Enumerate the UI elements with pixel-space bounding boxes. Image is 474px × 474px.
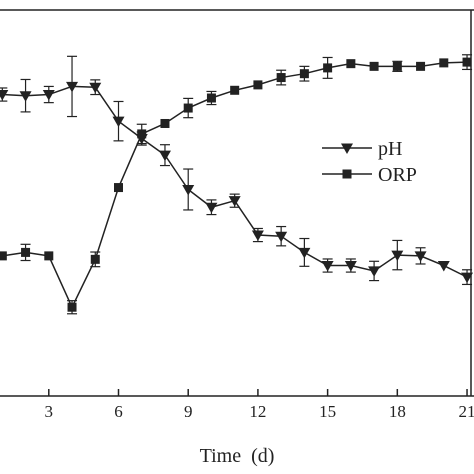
orp-point [183,103,193,113]
series-layer [0,54,474,315]
x-tick-label: 21 [459,402,474,421]
orp-point [90,254,100,264]
ph-point [368,266,381,277]
orp-point [44,251,54,261]
ph-point [461,272,474,284]
orp-point [439,58,449,68]
orp-point [299,69,309,79]
orp-point [21,247,31,257]
orp-point [67,302,77,312]
ph-point [414,251,427,262]
orp-point [276,73,286,83]
ph-point [66,81,79,93]
series-ph [0,55,474,286]
x-tick-label: 6 [114,402,123,421]
orp-point [369,61,379,71]
x-axis-title: Time (d) [200,445,275,467]
orp-point [114,183,123,193]
ph-point [275,231,288,243]
ph-point [205,202,218,214]
orp-point [392,61,402,71]
ph-point [182,184,195,196]
series-orp [0,54,473,315]
x-tick-label: 9 [184,402,193,421]
legend-label-ph: pH [378,138,402,160]
orp-point [0,251,7,261]
orp-point [416,61,426,71]
ph-point [391,250,404,262]
ph-point [321,261,334,272]
ph-point [437,261,450,272]
ph-point [251,230,264,242]
orp-point [253,80,263,90]
ph-point [89,82,102,94]
legend-label-orp: ORP [378,164,417,186]
legend-marker-orp [342,169,352,179]
ph-point [344,261,357,272]
ph-point [298,247,311,259]
x-tick-label: 12 [249,402,266,421]
ph-point [19,91,32,102]
orp-point [137,129,147,139]
orp-point [323,63,333,73]
ph-point [0,90,9,101]
x-ticks: 3 6 9 12 15 18 21 [45,389,474,421]
orp-point [462,57,472,67]
ph-point [228,196,241,207]
plot-frame [0,9,474,397]
x-tick-label: 3 [45,402,54,421]
orp-point [230,85,240,95]
legend-marker-ph [341,143,353,154]
x-tick-label: 18 [389,402,406,421]
ph-point [158,150,171,162]
orp-point [160,118,170,128]
ph-point [112,116,125,128]
orp-point [346,59,356,69]
ph-point [42,90,55,101]
orp-point [206,93,216,103]
x-tick-label: 15 [319,402,336,421]
legend: pH ORP [322,138,417,186]
